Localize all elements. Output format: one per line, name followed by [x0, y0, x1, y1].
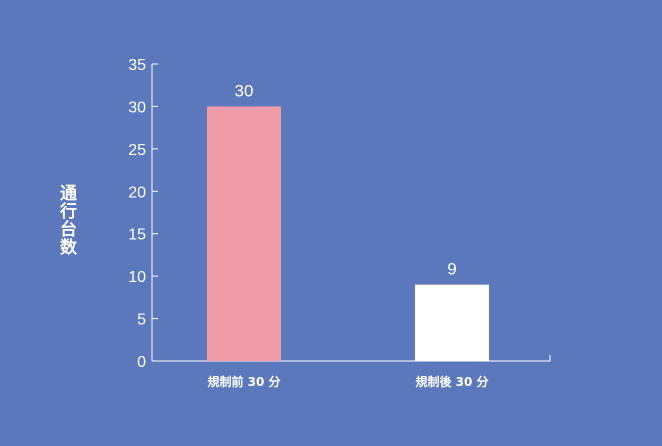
bar-2: [415, 284, 489, 361]
category-label-2: 規制後 30 分: [415, 374, 488, 389]
y-tick-label-5: 5: [137, 312, 146, 329]
bar-1: [207, 106, 281, 361]
category-label-1: 規制前 30 分: [207, 374, 280, 389]
y-tick-label-25: 25: [128, 142, 146, 159]
y-tick-label-20: 20: [128, 184, 146, 201]
y-tick-label-0: 0: [137, 354, 146, 371]
y-axis-label: 通行台数: [56, 184, 76, 256]
data-label-2: 9: [447, 260, 456, 279]
y-tick-label-15: 15: [128, 227, 146, 244]
y-tick-label-10: 10: [128, 269, 146, 286]
y-tick-label-30: 30: [128, 99, 146, 116]
data-label-1: 30: [235, 81, 254, 100]
y-tick-label-35: 35: [128, 57, 146, 74]
